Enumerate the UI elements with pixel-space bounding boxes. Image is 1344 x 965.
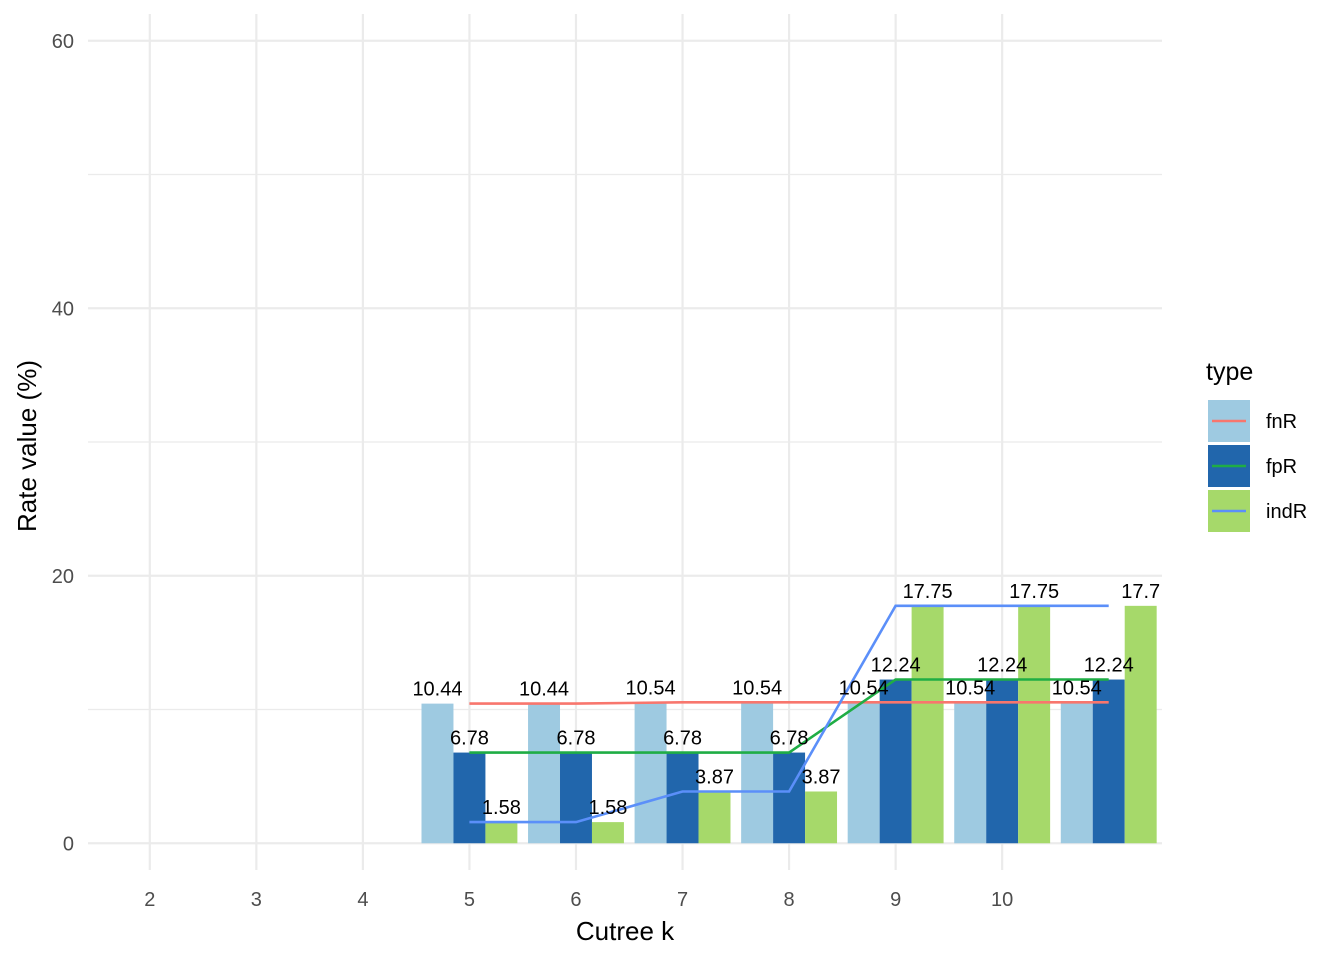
bar-indR xyxy=(805,791,838,844)
data-label-fnR: 10.44 xyxy=(519,679,569,701)
grid-layer xyxy=(88,14,1162,870)
data-label-fnR: 10.54 xyxy=(1052,677,1102,699)
line-indR xyxy=(469,604,1109,824)
x-tick-label: 7 xyxy=(677,889,688,911)
data-label-fpR: 12.24 xyxy=(871,655,921,677)
data-label-fnR: 10.54 xyxy=(839,677,889,699)
bar-fpR xyxy=(1092,679,1125,844)
x-tick-label: 8 xyxy=(784,889,795,911)
bar-fnR xyxy=(528,703,561,844)
bar-indR xyxy=(591,822,624,844)
bar-indR xyxy=(911,605,944,844)
bar-fnR xyxy=(1060,702,1093,844)
bar-indR xyxy=(1124,605,1157,844)
bar-fpR xyxy=(560,752,592,844)
data-label-indR: 17.75 xyxy=(1009,581,1059,603)
data-label-fnR: 10.54 xyxy=(945,677,995,699)
y-axis-title: Rate value (%) xyxy=(12,360,42,532)
data-label-fpR: 6.78 xyxy=(663,728,702,750)
x-tick-label: 6 xyxy=(570,889,581,911)
x-tick-label: 9 xyxy=(890,889,901,911)
data-label-fpR: 12.24 xyxy=(1084,655,1134,677)
x-tick-label: 5 xyxy=(464,889,475,911)
y-tick-label: 40 xyxy=(52,298,74,320)
bar-indR xyxy=(1018,605,1051,844)
data-label-fpR: 6.78 xyxy=(557,728,596,750)
x-tick-label: 2 xyxy=(144,889,155,911)
y-tick-label: 60 xyxy=(52,31,74,53)
bar-indR xyxy=(698,791,731,844)
data-label-fnR: 10.54 xyxy=(732,677,782,699)
bar-fpR xyxy=(773,752,806,844)
bar-fpR xyxy=(453,752,486,844)
data-label-fnR: 10.44 xyxy=(412,679,462,701)
x-tick-label: 3 xyxy=(251,889,262,911)
data-label-fpR: 6.78 xyxy=(770,728,809,750)
line-fnR xyxy=(469,700,1109,705)
legend-label-fpR: fpR xyxy=(1266,456,1297,478)
data-label-indR: 3.87 xyxy=(802,766,841,788)
data-label-fpR: 6.78 xyxy=(450,728,489,750)
bar-fnR xyxy=(421,703,454,844)
lines-layer xyxy=(469,604,1109,824)
data-label-indR: 17.75 xyxy=(903,581,953,603)
data-label-indR: 1.58 xyxy=(482,797,521,819)
legend-label-indR: indR xyxy=(1266,501,1307,523)
axes-layer: 0 20 40 60 2 3 4 5 6 7 8 9 10 xyxy=(52,31,1014,911)
bar-indR xyxy=(485,822,518,844)
data-label-indR: 17.7 xyxy=(1121,581,1160,603)
bar-fnR xyxy=(954,702,987,844)
x-tick-label: 4 xyxy=(357,889,368,911)
legend-entries: fnR fpR indR xyxy=(1208,400,1307,532)
bar-fnR xyxy=(634,702,667,844)
data-label-indR: 1.58 xyxy=(588,797,627,819)
y-tick-label: 20 xyxy=(52,566,74,588)
bar-fnR xyxy=(847,702,880,844)
legend-label-fnR: fnR xyxy=(1266,411,1297,433)
bar-fpR xyxy=(986,679,1019,844)
x-tick-label: 10 xyxy=(991,889,1013,911)
line-fpR xyxy=(469,678,1109,754)
x-axis-title: Cutree k xyxy=(576,916,675,946)
legend-title: type xyxy=(1206,358,1253,386)
data-label-indR: 3.87 xyxy=(695,766,734,788)
legend: type fnR fpR indR xyxy=(1206,358,1307,532)
y-tick-label: 0 xyxy=(63,833,74,855)
data-label-fpR: 12.24 xyxy=(977,655,1027,677)
bar-fnR xyxy=(741,702,774,844)
bars-layer xyxy=(421,605,1157,844)
bar-fpR xyxy=(879,679,912,844)
bar-fpR xyxy=(666,752,699,844)
data-label-fnR: 10.54 xyxy=(626,677,676,699)
labels-layer: 10.44 10.44 10.54 10.54 10.54 10.54 10.54 6.78 6… xyxy=(412,581,1160,819)
